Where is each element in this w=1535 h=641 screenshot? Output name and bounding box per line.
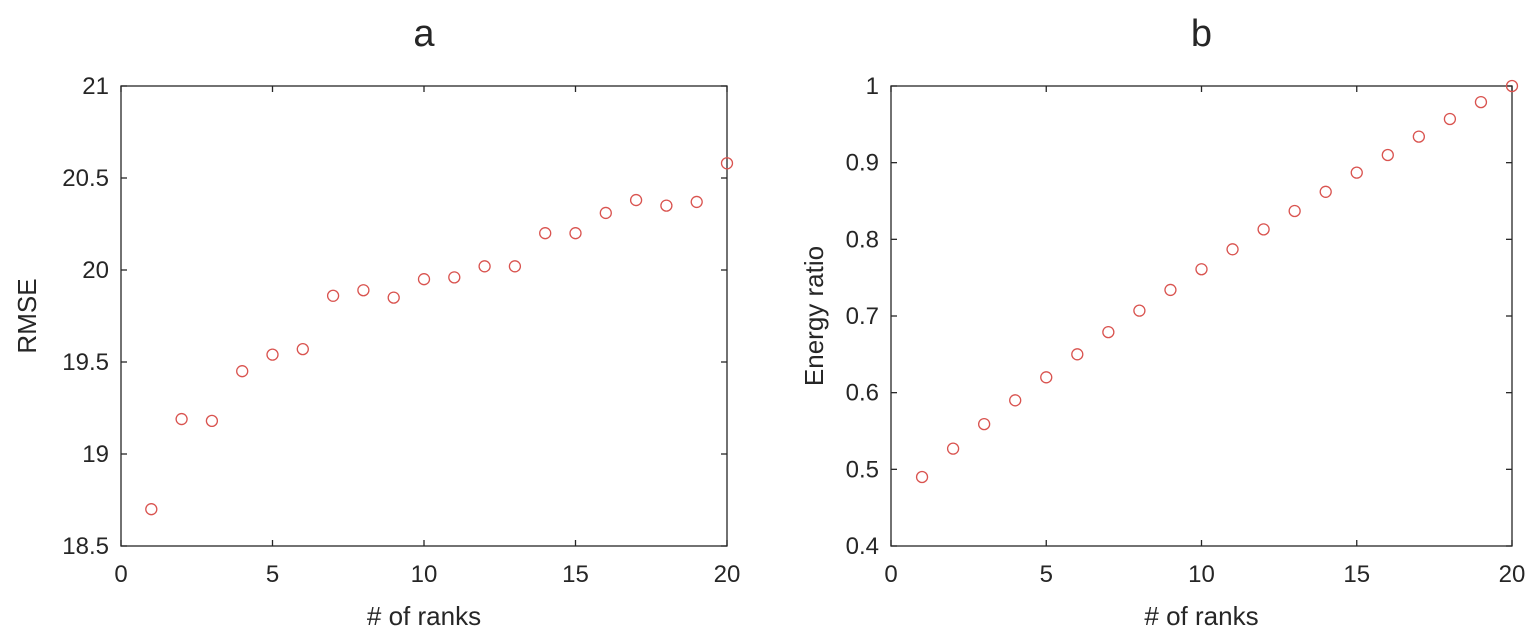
- x-tick-label: 0: [114, 561, 127, 588]
- y-tick-label: 0.6: [846, 380, 879, 407]
- data-point: [599, 206, 612, 220]
- data-point: [417, 273, 431, 286]
- y-axis-label: RMSE: [12, 278, 42, 353]
- data-point: [205, 414, 219, 428]
- data-point: [1288, 204, 1301, 218]
- y-tick-label: 0.9: [846, 150, 879, 177]
- data-point: [387, 291, 400, 304]
- y-tick-label: 19: [82, 441, 109, 468]
- chart-title: a: [413, 13, 435, 55]
- x-tick-label: 20: [714, 561, 741, 588]
- x-tick-label: 5: [1040, 561, 1053, 588]
- data-point: [1443, 112, 1457, 126]
- data-point: [978, 417, 991, 431]
- y-tick-label: 0.4: [846, 533, 879, 560]
- data-point: [145, 503, 158, 516]
- data-point: [690, 195, 703, 209]
- data-point: [539, 227, 552, 240]
- data-point: [1381, 148, 1394, 162]
- x-tick-label: 15: [562, 561, 589, 588]
- y-tick-label: 0.8: [846, 226, 879, 253]
- data-point: [1505, 79, 1519, 93]
- x-tick-label: 10: [411, 561, 438, 588]
- plot-frame: [890, 85, 1513, 547]
- data-point: [1040, 371, 1053, 384]
- data-point: [946, 442, 960, 455]
- data-point: [1071, 348, 1084, 361]
- panel-b: b 0 5 10 15 20 0.4 0.5 0.6 0.7 0.8 0.9 1 # of ranks En…: [799, 13, 1525, 631]
- y-tick-label: 0.5: [846, 456, 879, 483]
- data-point: [629, 193, 643, 207]
- panel-a: a 0 5 10 15 20 18.5 19 19.5 20 20.5 21 # of ranks RMS…: [12, 13, 740, 631]
- x-axis-label: # of ranks: [1144, 601, 1258, 631]
- data-point: [569, 227, 582, 240]
- x-axis-label: # of ranks: [367, 601, 481, 631]
- data-point: [448, 271, 461, 284]
- data-point: [1319, 185, 1332, 198]
- data-point: [1195, 263, 1208, 276]
- data-point: [660, 199, 673, 212]
- chart-title: b: [1191, 13, 1212, 55]
- y-tick-label: 1: [866, 73, 879, 100]
- data-point: [1474, 95, 1488, 109]
- y-tick-label: 19.5: [62, 349, 109, 376]
- data-point: [296, 342, 309, 356]
- data-point: [1257, 223, 1270, 236]
- data-point: [266, 348, 279, 361]
- x-tick-label: 5: [266, 561, 279, 588]
- data-point: [1350, 166, 1363, 179]
- y-tick-label: 20: [82, 257, 109, 284]
- y-tick-label: 0.7: [846, 303, 879, 330]
- data-point: [1102, 325, 1115, 339]
- x-tick-label: 20: [1499, 561, 1526, 588]
- data-point: [1164, 283, 1177, 297]
- plot-frame: [120, 85, 728, 547]
- data-point: [915, 470, 929, 484]
- data-point: [478, 260, 491, 273]
- x-tick-label: 15: [1343, 561, 1370, 588]
- data-point: [508, 260, 522, 273]
- y-tick-label: 20.5: [62, 165, 109, 192]
- y-tick-label: 18.5: [62, 533, 109, 560]
- data-point: [236, 365, 249, 378]
- data-point: [720, 157, 734, 170]
- y-axis-label: Energy ratio: [799, 246, 829, 386]
- x-tick-label: 0: [884, 561, 897, 588]
- data-point: [326, 289, 340, 302]
- data-point: [1009, 394, 1022, 407]
- data-point: [175, 412, 188, 426]
- data-point: [1226, 243, 1239, 256]
- data-point: [1133, 304, 1146, 317]
- data-point: [357, 284, 370, 297]
- y-tick-label: 21: [82, 73, 109, 100]
- data-point: [1412, 130, 1425, 143]
- x-tick-label: 10: [1188, 561, 1215, 588]
